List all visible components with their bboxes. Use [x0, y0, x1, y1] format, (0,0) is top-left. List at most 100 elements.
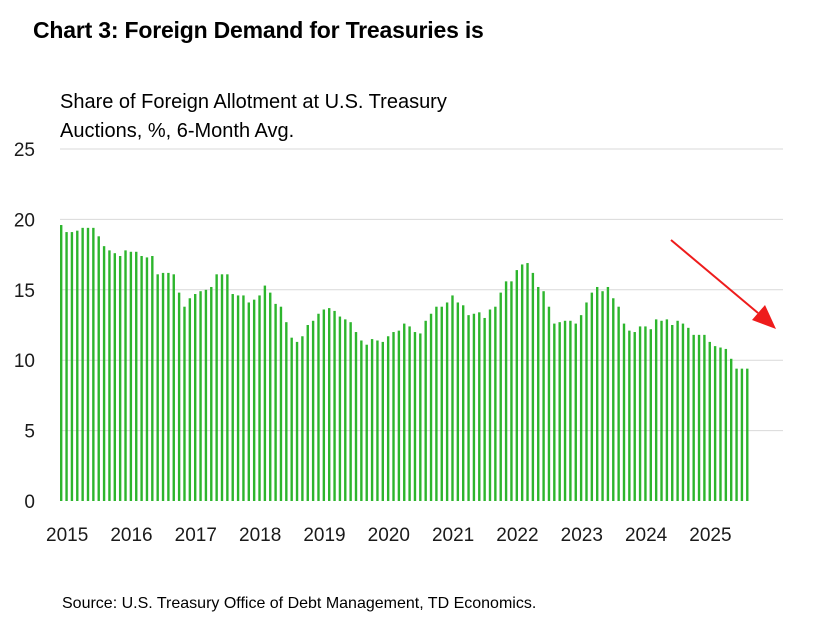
- bar: [317, 313, 320, 501]
- bar: [665, 319, 669, 501]
- bar: [161, 272, 165, 501]
- bar: [403, 323, 406, 501]
- bar: [687, 327, 690, 501]
- bar: [456, 302, 460, 501]
- bar: [462, 305, 465, 501]
- bar: [92, 227, 95, 501]
- bar: [306, 325, 309, 501]
- bar: [510, 281, 513, 501]
- bar: [118, 256, 122, 501]
- y-tick-label: 15: [14, 281, 35, 302]
- bar: [397, 330, 401, 501]
- x-tick-label: 2015: [46, 525, 88, 546]
- bar: [638, 326, 642, 501]
- bar: [333, 310, 336, 501]
- bar: [194, 294, 197, 501]
- bar: [424, 320, 427, 501]
- bar: [86, 227, 90, 501]
- bar: [177, 292, 181, 501]
- x-tick-label: 2023: [561, 525, 603, 546]
- bar: [70, 232, 74, 501]
- bar: [445, 302, 449, 501]
- bar: [386, 336, 390, 501]
- bar: [311, 320, 315, 501]
- bar: [601, 291, 604, 501]
- bar: [708, 341, 711, 501]
- bar: [735, 368, 738, 501]
- bar: [226, 274, 229, 501]
- bar: [746, 368, 749, 501]
- bars: [60, 225, 749, 502]
- bar: [108, 250, 111, 501]
- bar: [360, 340, 363, 501]
- y-tick-label: 25: [14, 140, 35, 161]
- bar: [220, 274, 224, 501]
- x-tick-label: 2021: [432, 525, 474, 546]
- bar: [204, 289, 208, 501]
- bar: [692, 334, 695, 501]
- x-axis-ticks: 2015 2016 2017 2018 2019 2020 2021 2022 2023 2024…: [46, 525, 731, 546]
- bar: [290, 337, 293, 501]
- bar: [703, 334, 706, 501]
- bar: [242, 295, 245, 501]
- bar: [499, 292, 502, 501]
- bar: [542, 291, 545, 501]
- bar: [660, 320, 663, 501]
- bar: [252, 299, 256, 501]
- bar: [392, 332, 395, 501]
- bar: [97, 236, 100, 502]
- x-tick-label: 2017: [175, 525, 217, 546]
- bar: [408, 326, 411, 501]
- bar: [167, 272, 170, 501]
- bar: [628, 330, 631, 501]
- bar: [279, 306, 283, 501]
- bar: [151, 256, 154, 501]
- bar: [135, 251, 138, 501]
- bar: [413, 332, 417, 501]
- bar: [676, 320, 679, 501]
- bar: [504, 281, 508, 501]
- bar: [585, 302, 588, 501]
- bar: [649, 329, 652, 501]
- bar: [617, 306, 620, 501]
- bar: [697, 334, 701, 501]
- bar: [547, 306, 551, 501]
- bar: [140, 256, 143, 501]
- bar: [440, 306, 443, 501]
- bar: [60, 225, 63, 501]
- bar: [622, 323, 626, 501]
- bar: [81, 227, 84, 501]
- bar: [483, 317, 486, 501]
- bar: [558, 322, 561, 501]
- bar: [145, 257, 149, 501]
- bar: [435, 306, 438, 501]
- bar: [590, 292, 594, 501]
- bar: [537, 286, 540, 501]
- source-note: Source: U.S. Treasury Office of Debt Man…: [62, 595, 537, 612]
- bar: [188, 298, 192, 501]
- bar: [301, 336, 304, 501]
- x-tick-label: 2018: [239, 525, 281, 546]
- bar: [285, 322, 288, 501]
- bar: [488, 309, 492, 501]
- bar: [199, 291, 202, 501]
- bar: [65, 232, 68, 501]
- bar: [553, 323, 556, 501]
- bar: [247, 302, 250, 501]
- bar: [102, 246, 106, 501]
- bar: [210, 286, 213, 501]
- chart-subtitle: Share of Foreign Allotment at U.S. Treas…: [60, 88, 620, 146]
- bar: [113, 253, 116, 501]
- bar: [478, 312, 481, 501]
- trend-arrow-line: [670, 239, 759, 314]
- bar: [322, 309, 326, 501]
- y-tick-label: 0: [24, 492, 35, 513]
- x-tick-label: 2022: [496, 525, 538, 546]
- bar: [328, 308, 331, 501]
- bar: [520, 264, 524, 501]
- bar: [451, 295, 454, 501]
- y-tick-label: 20: [14, 210, 35, 231]
- bar: [231, 294, 234, 501]
- x-tick-label: 2016: [110, 525, 152, 546]
